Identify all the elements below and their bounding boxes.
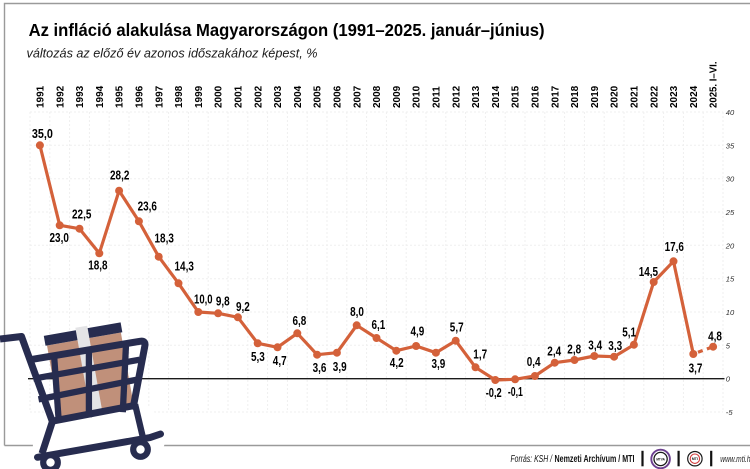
- svg-text:2,4: 2,4: [547, 345, 561, 359]
- svg-text:MTI: MTI: [692, 457, 698, 461]
- svg-text:2023: 2023: [669, 85, 680, 108]
- svg-text:4,8: 4,8: [708, 329, 722, 343]
- svg-text:0: 0: [726, 375, 731, 384]
- svg-text:1996: 1996: [135, 85, 146, 108]
- svg-text:MTVA: MTVA: [656, 458, 665, 462]
- svg-text:22,5: 22,5: [72, 208, 91, 222]
- svg-text:1995: 1995: [115, 85, 126, 108]
- svg-text:1994: 1994: [95, 85, 106, 108]
- svg-text:változás az előző év azonos id: változás az előző év azonos időszakához …: [27, 45, 318, 60]
- svg-text:2010: 2010: [412, 85, 423, 108]
- svg-text:2024: 2024: [689, 85, 700, 108]
- svg-text:6,1: 6,1: [372, 318, 386, 332]
- svg-text:2012: 2012: [451, 85, 462, 108]
- svg-text:14,5: 14,5: [639, 265, 658, 279]
- svg-text:5,1: 5,1: [622, 326, 636, 340]
- svg-text:25: 25: [725, 208, 735, 217]
- svg-text:10,0: 10,0: [194, 293, 213, 307]
- svg-text:10: 10: [726, 308, 735, 317]
- svg-text:2011: 2011: [432, 86, 443, 108]
- svg-text:15: 15: [726, 275, 735, 284]
- svg-text:2022: 2022: [649, 85, 660, 108]
- svg-text:8,0: 8,0: [350, 305, 364, 319]
- svg-text:2000: 2000: [214, 85, 225, 108]
- svg-text:9,8: 9,8: [216, 295, 230, 309]
- svg-text:5,3: 5,3: [251, 350, 265, 364]
- svg-text:2013: 2013: [471, 85, 482, 108]
- svg-text:2018: 2018: [570, 85, 581, 108]
- svg-text:17,6: 17,6: [665, 240, 684, 254]
- svg-text:3,7: 3,7: [689, 361, 703, 375]
- svg-text:1997: 1997: [154, 85, 165, 108]
- svg-text:23,0: 23,0: [50, 231, 69, 245]
- svg-text:1991: 1991: [36, 85, 47, 108]
- svg-text:2021: 2021: [630, 85, 641, 108]
- svg-text:2025. I–VI.: 2025. I–VI.: [709, 61, 720, 108]
- svg-text:2017: 2017: [550, 85, 561, 108]
- svg-text:0,4: 0,4: [527, 355, 541, 369]
- svg-text:2006: 2006: [333, 85, 344, 108]
- svg-text:www.mti.hu: www.mti.hu: [720, 454, 750, 465]
- svg-text:2007: 2007: [352, 85, 363, 108]
- svg-text:1992: 1992: [55, 85, 66, 108]
- svg-text:3,9: 3,9: [333, 360, 347, 374]
- svg-text:40: 40: [726, 108, 735, 117]
- svg-text:1999: 1999: [194, 85, 205, 108]
- svg-text:-5: -5: [726, 408, 734, 417]
- svg-text:Forrás: KSH /: Forrás: KSH /: [511, 454, 553, 465]
- svg-text:2003: 2003: [273, 85, 284, 108]
- svg-text:-0,1: -0,1: [508, 385, 523, 399]
- svg-text:2020: 2020: [610, 85, 621, 108]
- svg-text:20: 20: [725, 241, 735, 250]
- svg-text:2001: 2001: [234, 85, 245, 108]
- svg-text:35,0: 35,0: [32, 127, 53, 141]
- svg-text:5,7: 5,7: [450, 321, 464, 335]
- svg-text:2009: 2009: [392, 85, 403, 108]
- svg-text:9,2: 9,2: [236, 300, 250, 314]
- svg-text:2008: 2008: [372, 85, 383, 108]
- svg-text:2,8: 2,8: [567, 342, 581, 356]
- svg-text:4,7: 4,7: [273, 354, 287, 368]
- svg-text:2016: 2016: [531, 85, 542, 108]
- svg-text:4,2: 4,2: [390, 356, 404, 370]
- svg-text:35: 35: [726, 141, 735, 150]
- svg-text:2005: 2005: [313, 85, 324, 108]
- svg-text:18,3: 18,3: [155, 231, 174, 245]
- svg-text:Nemzeti Archívum / MTI: Nemzeti Archívum / MTI: [555, 454, 635, 465]
- svg-text:3,9: 3,9: [432, 357, 446, 371]
- svg-text:1998: 1998: [174, 85, 185, 108]
- svg-text:1993: 1993: [75, 85, 86, 108]
- svg-text:5: 5: [726, 341, 731, 350]
- svg-text:Az infláció alakulása Magyaror: Az infláció alakulása Magyarországon (19…: [29, 20, 545, 40]
- svg-text:2004: 2004: [293, 85, 304, 108]
- svg-text:-0,2: -0,2: [486, 386, 502, 400]
- svg-text:2019: 2019: [590, 85, 601, 108]
- svg-text:1,7: 1,7: [473, 348, 487, 362]
- svg-text:30: 30: [726, 175, 735, 184]
- svg-text:4,9: 4,9: [411, 325, 425, 339]
- svg-text:28,2: 28,2: [110, 169, 129, 183]
- svg-text:18,8: 18,8: [88, 258, 107, 272]
- svg-text:3,6: 3,6: [313, 361, 327, 375]
- svg-text:23,6: 23,6: [138, 200, 157, 214]
- svg-text:14,3: 14,3: [175, 260, 194, 274]
- svg-text:3,3: 3,3: [608, 339, 622, 353]
- svg-text:2014: 2014: [491, 85, 502, 108]
- svg-text:3,4: 3,4: [588, 338, 602, 352]
- svg-text:2002: 2002: [253, 85, 264, 108]
- svg-text:6,8: 6,8: [293, 314, 307, 328]
- svg-text:2015: 2015: [511, 85, 522, 108]
